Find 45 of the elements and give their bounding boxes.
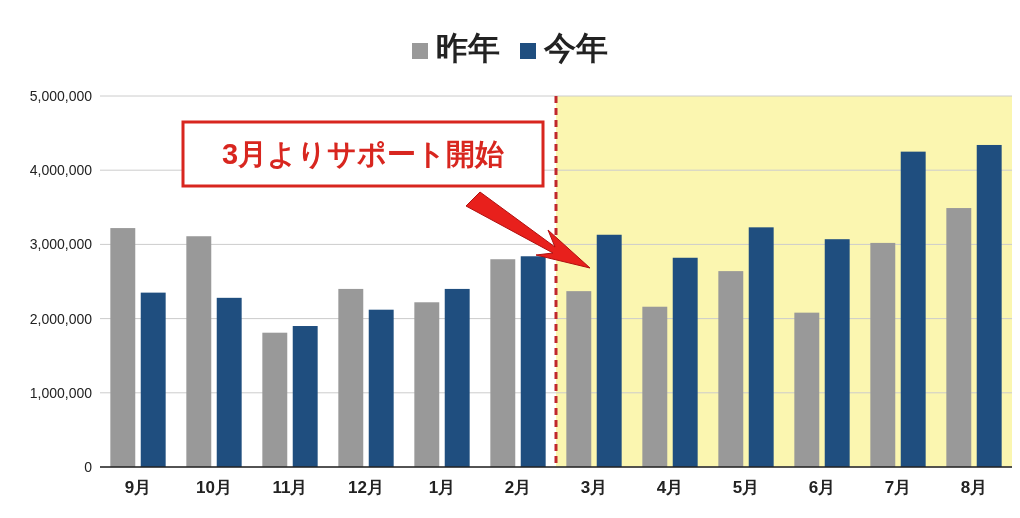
y-tick-label: 4,000,000 xyxy=(29,162,93,179)
x-tick-label: 6月 xyxy=(808,478,836,497)
annotation: 3月よりサポート開始 xyxy=(221,138,505,171)
bar xyxy=(596,234,622,467)
bar xyxy=(946,208,972,467)
y-tick-label: 5,000,000 xyxy=(29,87,93,104)
bar xyxy=(140,292,166,467)
bar xyxy=(414,302,440,467)
x-tick-label: 9月 xyxy=(124,478,152,497)
bar xyxy=(444,288,470,467)
bar xyxy=(870,242,896,467)
x-tick-label: 5月 xyxy=(732,478,760,497)
bar xyxy=(794,312,820,467)
bar xyxy=(520,256,546,467)
bar xyxy=(368,309,394,467)
y-tick-label: 2,000,000 xyxy=(29,310,93,327)
x-tick-label: 8月 xyxy=(960,478,988,497)
bar xyxy=(490,259,516,467)
bar xyxy=(292,326,318,467)
x-tick-label: 4月 xyxy=(656,478,684,497)
x-tick-label: 11月 xyxy=(272,478,308,497)
y-tick-label: 3,000,000 xyxy=(29,236,93,253)
x-tick-label: 1月 xyxy=(428,478,456,497)
legend-label: 今年 xyxy=(543,30,608,66)
bar xyxy=(262,332,288,467)
legend-label: 昨年 xyxy=(436,30,500,66)
bar xyxy=(642,306,668,467)
bar xyxy=(186,236,212,467)
bar xyxy=(672,257,698,467)
x-tick-label: 3月 xyxy=(580,478,608,497)
bar xyxy=(216,297,242,467)
bar xyxy=(900,151,926,467)
bar xyxy=(338,288,364,467)
bar xyxy=(566,291,592,467)
bar xyxy=(110,228,136,467)
x-tick-label: 12月 xyxy=(348,478,384,497)
bar xyxy=(748,227,774,467)
x-tick-label: 10月 xyxy=(196,478,232,497)
bar xyxy=(718,271,744,467)
bar xyxy=(976,144,1002,467)
bar xyxy=(824,239,850,467)
x-tick-label: 7月 xyxy=(884,478,912,497)
y-tick-label: 0 xyxy=(84,458,93,475)
x-tick-label: 2月 xyxy=(504,478,532,497)
y-tick-label: 1,000,000 xyxy=(29,384,93,401)
